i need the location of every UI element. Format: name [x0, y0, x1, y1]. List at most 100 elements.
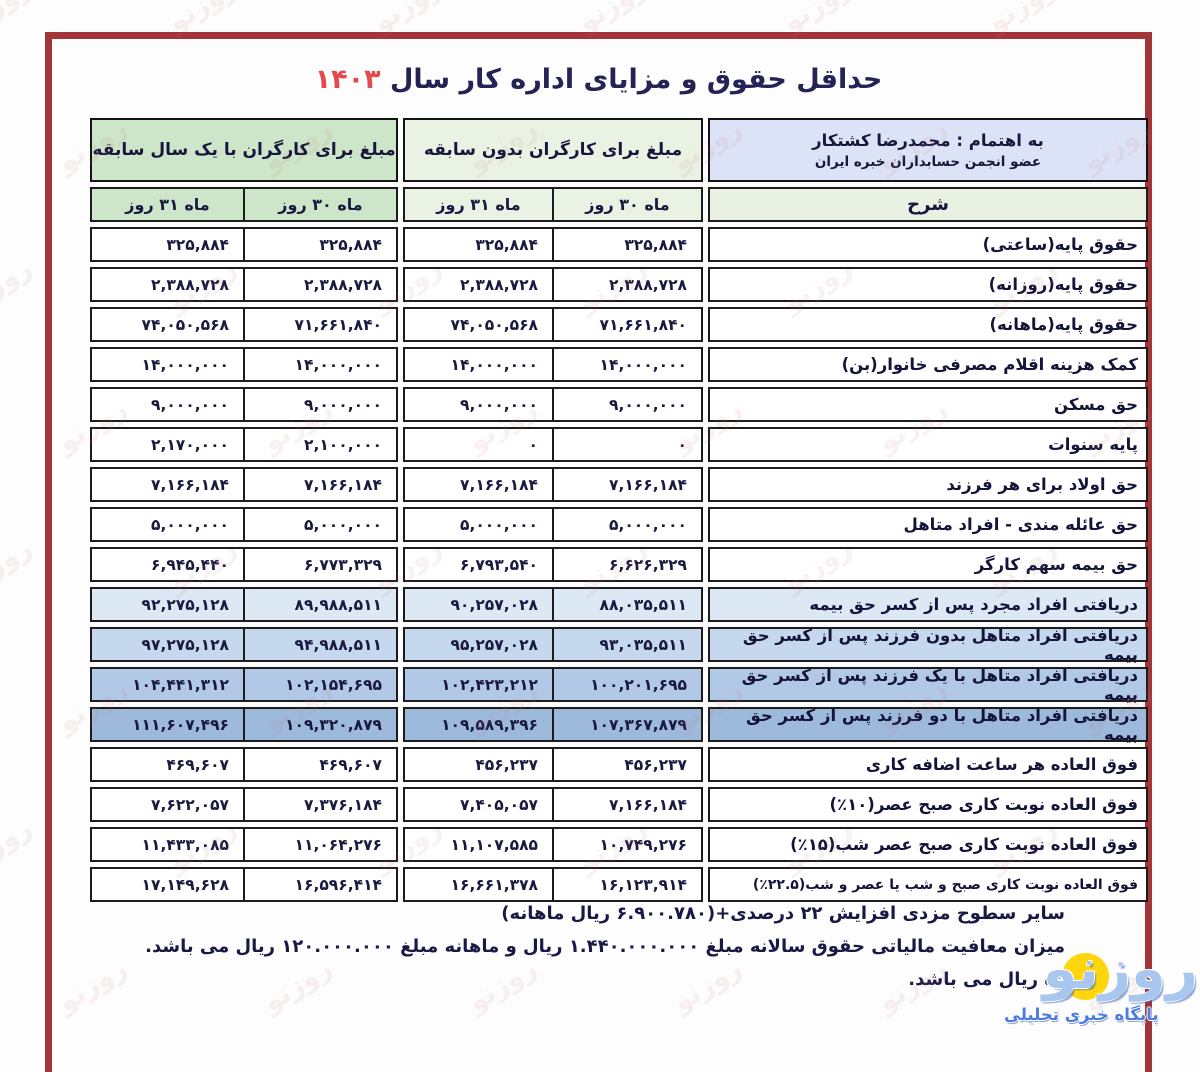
value-noexp-month30: ۲,۳۸۸,۷۲۸ — [609, 275, 687, 294]
row-label: حق عائله مندی - افراد متاهل — [708, 507, 1148, 542]
value-exp-month30: ۹,۰۰۰,۰۰۰ — [304, 395, 382, 414]
no-exp-values: ۷,۱۶۶,۱۸۴ ۷,۱۶۶,۱۸۴ — [403, 467, 703, 502]
value-exp-month31: ۱۷,۱۴۹,۶۲۸ — [92, 869, 245, 900]
value-noexp-month30: ۷۱,۶۶۱,۸۴۰ — [599, 315, 687, 334]
no-exp-values: ۱۶,۶۶۱,۳۷۸ ۱۶,۱۲۳,۹۱۴ — [403, 867, 703, 902]
column-header-month30: ماه ۳۰ روز — [245, 189, 396, 220]
value-exp-month30: ۱۱,۰۶۴,۲۷۶ — [294, 835, 382, 854]
table-row: ۱۱۱,۶۰۷,۴۹۶ ۱۰۹,۳۲۰,۸۷۹ ۱۰۹,۵۸۹,۳۹۶ ۱۰۷,۳۶۷… — [90, 706, 1148, 744]
one-year-values: ۷,۱۶۶,۱۸۴ ۷,۱۶۶,۱۸۴ — [90, 467, 398, 502]
value-exp-month31: ۵,۰۰۰,۰۰۰ — [92, 509, 245, 540]
value-exp-month31: ۲,۱۷۰,۰۰۰ — [92, 429, 245, 460]
value-noexp-month31: ۱۴,۰۰۰,۰۰۰ — [405, 349, 554, 380]
value-exp-month31: ۹۲,۲۷۵,۱۲۸ — [92, 589, 245, 620]
column-header-month31: ماه ۳۱ روز — [405, 189, 554, 220]
value-exp-month30: ۳۲۵,۸۸۴ — [319, 235, 382, 254]
value-exp-month31: ۱۱۱,۶۰۷,۴۹۶ — [92, 709, 245, 740]
description-column-header: شرح — [708, 187, 1148, 222]
value-noexp-month30: ۱۰,۷۴۹,۲۷۶ — [599, 835, 687, 854]
value-exp-month31: ۱۴,۰۰۰,۰۰۰ — [92, 349, 245, 380]
table-row: ۴۶۹,۶۰۷ ۴۶۹,۶۰۷ ۴۵۶,۲۳۷ ۴۵۶,۲۳۷ فوق العاده ه… — [90, 747, 1148, 782]
value-exp-month30: ۵,۰۰۰,۰۰۰ — [304, 515, 382, 534]
no-exp-values: ۶,۷۹۳,۵۴۰ ۶,۶۲۶,۳۲۹ — [403, 547, 703, 582]
one-year-values: ۱۰۴,۴۴۱,۳۱۲ ۱۰۲,۱۵۴,۶۹۵ — [90, 667, 398, 702]
value-exp-month30: ۱۴,۰۰۰,۰۰۰ — [294, 355, 382, 374]
logo-tagline: پایگاه خبری تحلیلی — [1004, 1005, 1159, 1024]
one-year-month-headers: ماه ۳۱ روز ماه ۳۰ روز — [90, 187, 398, 222]
row-label: کمک هزینه اقلام مصرفی خانوار(بن) — [708, 347, 1148, 382]
table-group-header-row: مبلغ برای کارگران با یک سال سابقه مبلغ ب… — [90, 118, 1148, 182]
value-noexp-month31: ۷,۱۶۶,۱۸۴ — [405, 469, 554, 500]
value-exp-month30: ۱۰۹,۳۲۰,۸۷۹ — [285, 715, 382, 734]
row-label: حقوق پایه(ساعتی) — [708, 227, 1148, 262]
value-noexp-month30: ۱۰۰,۲۰۱,۶۹۵ — [590, 675, 687, 694]
no-exp-values: ۴۵۶,۲۳۷ ۴۵۶,۲۳۷ — [403, 747, 703, 782]
table-row: ۳۲۵,۸۸۴ ۳۲۵,۸۸۴ ۳۲۵,۸۸۴ ۳۲۵,۸۸۴ حقوق پایه(سا… — [90, 227, 1148, 262]
table-row: ۵,۰۰۰,۰۰۰ ۵,۰۰۰,۰۰۰ ۵,۰۰۰,۰۰۰ ۵,۰۰۰,۰۰۰ حق ع… — [90, 507, 1148, 542]
logo-sun-icon — [1062, 953, 1109, 1000]
table-body: ۳۲۵,۸۸۴ ۳۲۵,۸۸۴ ۳۲۵,۸۸۴ ۳۲۵,۸۸۴ حقوق پایه(سا… — [90, 227, 1148, 902]
value-noexp-month30: ۶,۶۲۶,۳۲۹ — [609, 555, 687, 574]
row-label: فوق العاده نوبت کاری صبح عصر(۱۰٪) — [708, 787, 1148, 822]
value-exp-month30: ۶,۷۷۳,۳۲۹ — [304, 555, 382, 574]
prepared-by-name: به اهتمام : محمدرضا کشتکار — [812, 130, 1044, 150]
row-label: دریافتی افراد متاهل بدون فرزند پس از کسر… — [708, 626, 1148, 664]
value-noexp-month30: ۱۴,۰۰۰,۰۰۰ — [599, 355, 687, 374]
table-row: ۶,۹۴۵,۴۴۰ ۶,۷۷۳,۳۲۹ ۶,۷۹۳,۵۴۰ ۶,۶۲۶,۳۲۹ حق ب… — [90, 547, 1148, 582]
no-exp-values: ۵,۰۰۰,۰۰۰ ۵,۰۰۰,۰۰۰ — [403, 507, 703, 542]
value-noexp-month30: ۳۲۵,۸۸۴ — [624, 235, 687, 254]
group-header-one-year-experience: مبلغ برای کارگران با یک سال سابقه — [90, 118, 398, 182]
page-frame — [45, 32, 1152, 1072]
table-row: ۷۴,۰۵۰,۵۶۸ ۷۱,۶۶۱,۸۴۰ ۷۴,۰۵۰,۵۶۸ ۷۱,۶۶۱,۸۴۰… — [90, 307, 1148, 342]
row-label: دریافتی افراد متاهل با دو فرزند پس از کس… — [708, 706, 1148, 744]
page-title: حداقل حقوق و مزایای اداره کار سال ۱۴۰۳ — [45, 64, 1152, 95]
one-year-values: ۵,۰۰۰,۰۰۰ ۵,۰۰۰,۰۰۰ — [90, 507, 398, 542]
value-exp-month30: ۱۶,۵۹۶,۴۱۴ — [294, 875, 382, 894]
one-year-values: ۳۲۵,۸۸۴ ۳۲۵,۸۸۴ — [90, 227, 398, 262]
one-year-values: ۷۴,۰۵۰,۵۶۸ ۷۱,۶۶۱,۸۴۰ — [90, 307, 398, 342]
table-row: ۷,۶۲۲,۰۵۷ ۷,۳۷۶,۱۸۴ ۷,۴۰۵,۰۵۷ ۷,۱۶۶,۱۸۴ فوق … — [90, 787, 1148, 822]
row-label: حقوق پایه(ماهانه) — [708, 307, 1148, 342]
one-year-values: ۱۱۱,۶۰۷,۴۹۶ ۱۰۹,۳۲۰,۸۷۹ — [90, 707, 398, 742]
no-exp-values: ۷,۴۰۵,۰۵۷ ۷,۱۶۶,۱۸۴ — [403, 787, 703, 822]
footer-note-rial-fragment: ه ریال می باشد. — [908, 969, 1055, 990]
one-year-values: ۲,۳۸۸,۷۲۸ ۲,۳۸۸,۷۲۸ — [90, 267, 398, 302]
row-label: حق بیمه سهم کارگر — [708, 547, 1148, 582]
watermark-text: روزنو — [0, 252, 38, 319]
value-noexp-month31: ۱۰۹,۵۸۹,۳۹۶ — [405, 709, 554, 740]
row-label: حق اولاد برای هر فرزند — [708, 467, 1148, 502]
value-exp-month30: ۱۰۲,۱۵۴,۶۹۵ — [285, 675, 382, 694]
column-header-month30: ماه ۳۰ روز — [554, 189, 701, 220]
value-noexp-month31: ۱۰۲,۴۲۳,۲۱۲ — [405, 669, 554, 700]
site-logo: روزنو پایگاه خبری تحلیلی — [1000, 939, 1200, 1038]
value-noexp-month31: ۹,۰۰۰,۰۰۰ — [405, 389, 554, 420]
one-year-values: ۹۷,۲۷۵,۱۲۸ ۹۴,۹۸۸,۵۱۱ — [90, 627, 398, 662]
footer-note-tax-exemption: میزان معافیت مالیاتی حقوق سالانه مبلغ ۱.… — [145, 936, 1065, 957]
value-noexp-month30: ۹,۰۰۰,۰۰۰ — [609, 395, 687, 414]
no-exp-month-headers: ماه ۳۱ روز ماه ۳۰ روز — [403, 187, 703, 222]
value-exp-month31: ۱۰۴,۴۴۱,۳۱۲ — [92, 669, 245, 700]
one-year-values: ۱۱,۴۳۳,۰۸۵ ۱۱,۰۶۴,۲۷۶ — [90, 827, 398, 862]
no-exp-values: ۱۰۹,۵۸۹,۳۹۶ ۱۰۷,۳۶۷,۸۷۹ — [403, 707, 703, 742]
one-year-values: ۹,۰۰۰,۰۰۰ ۹,۰۰۰,۰۰۰ — [90, 387, 398, 422]
table-row: ۱۱,۴۳۳,۰۸۵ ۱۱,۰۶۴,۲۷۶ ۱۱,۱۰۷,۵۸۵ ۱۰,۷۴۹,۲۷۶… — [90, 827, 1148, 862]
value-exp-month31: ۴۶۹,۶۰۷ — [92, 749, 245, 780]
value-noexp-month30: ۸۸,۰۳۵,۵۱۱ — [599, 595, 687, 614]
value-noexp-month31: ۹۵,۲۵۷,۰۲۸ — [405, 629, 554, 660]
footer-note-wage-increase: سایر سطوح مزدی افزایش ۲۲ درصدی+(۶.۹۰۰.۷۸… — [501, 903, 1065, 924]
table-row: ۹۲,۲۷۵,۱۲۸ ۸۹,۹۸۸,۵۱۱ ۹۰,۲۵۷,۰۲۸ ۸۸,۰۳۵,۵۱۱… — [90, 587, 1148, 622]
one-year-values: ۶,۹۴۵,۴۴۰ ۶,۷۷۳,۳۲۹ — [90, 547, 398, 582]
value-exp-month31: ۷,۶۲۲,۰۵۷ — [92, 789, 245, 820]
value-exp-month31: ۶,۹۴۵,۴۴۰ — [92, 549, 245, 580]
value-exp-month30: ۴۶۹,۶۰۷ — [319, 755, 382, 774]
footer-notes: سایر سطوح مزدی افزایش ۲۲ درصدی+(۶.۹۰۰.۷۸… — [90, 903, 1065, 1002]
column-header-month31: ماه ۳۱ روز — [92, 189, 245, 220]
one-year-values: ۹۲,۲۷۵,۱۲۸ ۸۹,۹۸۸,۵۱۱ — [90, 587, 398, 622]
no-exp-values: ۱۰۲,۴۲۳,۲۱۲ ۱۰۰,۲۰۱,۶۹۵ — [403, 667, 703, 702]
value-exp-month31: ۷,۱۶۶,۱۸۴ — [92, 469, 245, 500]
watermark-text: روزنو — [0, 532, 38, 599]
row-label: دریافتی افراد متاهل با یک فرزند پس از کس… — [708, 666, 1148, 704]
value-noexp-month31: ۳۲۵,۸۸۴ — [405, 229, 554, 260]
row-label: فوق العاده نوبت کاری صبح عصر شب(۱۵٪) — [708, 827, 1148, 862]
value-noexp-month30: ۵,۰۰۰,۰۰۰ — [609, 515, 687, 534]
